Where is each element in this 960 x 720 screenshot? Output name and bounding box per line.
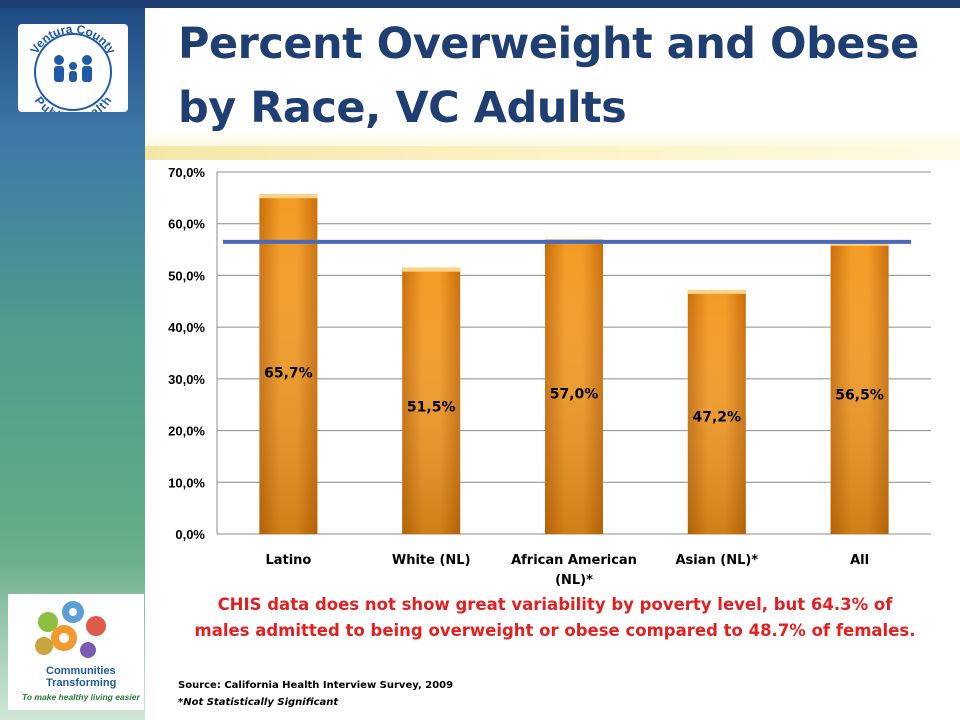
bar-chart: 0,0%10,0%20,0%30,0%40,0%50,0%60,0%70,0% …: [168, 165, 931, 588]
y-tick-label: 60,0%: [168, 217, 205, 232]
gears-icon: [35, 601, 106, 658]
x-category-label: Asian (NL)*: [675, 553, 758, 568]
ct-logo-line2: Transforming: [46, 677, 116, 689]
y-tick-label: 30,0%: [168, 372, 205, 387]
y-tick-label: 10,0%: [168, 475, 205, 490]
source-citation: Source: California Health Interview Surv…: [178, 680, 454, 691]
y-tick-label: 20,0%: [168, 424, 205, 439]
title-underline: [145, 146, 960, 160]
x-category-label: All: [850, 553, 869, 568]
x-category-label: (NL)*: [555, 573, 593, 588]
bar-shade: [402, 267, 461, 534]
bar-top-highlight: [687, 289, 746, 294]
bar-shade: [830, 241, 889, 535]
ct-logo-tagline: To make healthy living easier: [22, 692, 140, 702]
significance-footnote: *Not Statistically Significant: [178, 697, 339, 708]
chart-note: CHIS data does not show great variabilit…: [194, 595, 916, 640]
data-label: 57,0%: [550, 386, 599, 402]
bar-top-highlight: [259, 194, 318, 199]
y-tick-label: 40,0%: [168, 320, 205, 335]
y-tick-label: 50,0%: [168, 268, 205, 283]
family-icon: [54, 55, 92, 82]
y-tick-label: 0,0%: [175, 527, 205, 542]
data-label: 56,5%: [835, 388, 884, 404]
svg-text:Ventura County: Ventura County: [27, 24, 118, 57]
bar-shade: [545, 239, 603, 534]
x-category-label: White (NL): [392, 553, 471, 568]
top-stripe: [0, 0, 960, 8]
y-tick-label: 70,0%: [168, 165, 205, 180]
x-category-label: African American: [511, 553, 637, 568]
bar-top-highlight: [402, 267, 461, 272]
data-label: 47,2%: [693, 410, 742, 426]
communities-transforming-logo: Communities Transforming To make healthy…: [8, 594, 144, 710]
bar-shade: [259, 194, 318, 534]
x-category-label: Latino: [265, 553, 311, 568]
title-band: [145, 8, 960, 158]
page-title: Percent Overweight and Obese by Race, VC…: [178, 19, 919, 133]
bar-shade: [687, 289, 746, 534]
data-label: 51,5%: [407, 399, 456, 415]
data-label: 65,7%: [264, 366, 313, 382]
vc-public-health-logo: Ventura County Public Health: [18, 22, 128, 125]
ct-logo-line1: Communities: [46, 665, 116, 677]
logo-text-top: Ventura County: [27, 22, 118, 57]
